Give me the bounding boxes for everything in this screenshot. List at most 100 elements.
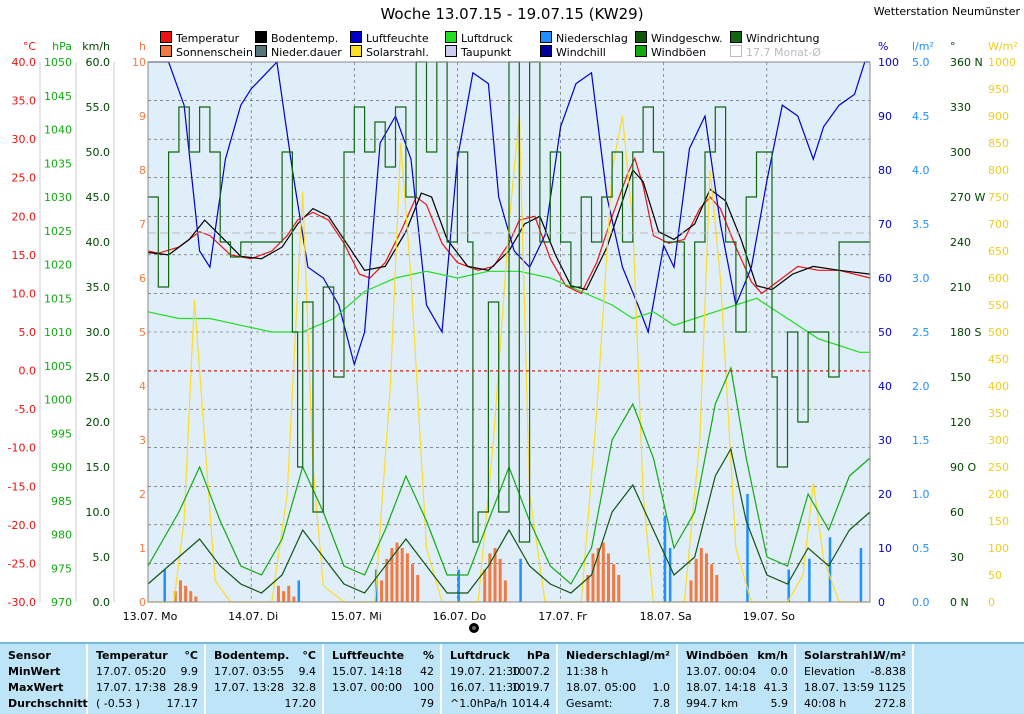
stats-value: 32.8 <box>291 681 317 694</box>
axes: 40.035.030.025.020.015.010.05.00.0-5.0-1… <box>8 40 1018 609</box>
axis-tick-solar: 1000 <box>988 56 1016 69</box>
legend-item[interactable]: Niederschlag <box>540 31 628 45</box>
legend: Temperatur Bodentemp. Luftfeuchte Luftdr… <box>160 31 840 59</box>
sunshine-bar <box>189 591 193 602</box>
axis-tick-sun: 7 <box>139 218 146 231</box>
axis-tick-pressure: 1050 <box>44 56 72 69</box>
legend-swatch <box>350 31 362 43</box>
legend-item[interactable]: Windchill <box>540 45 606 59</box>
legend-label: Luftdruck <box>461 32 513 45</box>
axis-tick-pressure: 1040 <box>44 124 72 137</box>
sunshine-bar <box>178 580 182 602</box>
axis-tick-solar: 950 <box>988 83 1009 96</box>
rain-bar <box>519 558 522 602</box>
axis-tick-pressure: 1030 <box>44 191 72 204</box>
axis-tick-pressure: 1015 <box>44 292 72 305</box>
rain-bar <box>859 548 863 602</box>
axis-unit-sun: h <box>139 40 146 53</box>
legend-item[interactable]: Taupunkt <box>445 45 511 59</box>
axis-tick-humidity: 20 <box>878 488 892 501</box>
axis-unit-rain: l/m² <box>912 40 934 53</box>
axis-tick-wind: 50.0 <box>86 146 111 159</box>
weather-chart: 40.035.030.025.020.015.010.05.00.0-5.0-1… <box>8 40 1018 633</box>
legend-item[interactable]: Luftdruck <box>445 31 513 45</box>
axis-tick-temp: -30.0 <box>8 596 36 609</box>
axis-tick-temp: 35.0 <box>12 95 37 108</box>
stats-time: 18.07. 13:59 <box>804 681 875 694</box>
legend-item[interactable]: Luftfeuchte <box>350 31 429 45</box>
stats-time: ^1.0hPa/h <box>450 697 508 710</box>
sunshine-bar <box>411 564 415 602</box>
axis-tick-solar: 100 <box>988 542 1009 555</box>
axis-tick-temp: 25.0 <box>12 172 37 185</box>
legend-item[interactable]: Solarstrahl. <box>350 45 429 59</box>
stats-value: 1125 <box>878 681 906 694</box>
sunshine-bar <box>704 553 708 602</box>
axis-tick-solar: 250 <box>988 461 1009 474</box>
axis-tick-sun: 4 <box>139 380 146 393</box>
stats-value: 100 <box>413 681 434 694</box>
axis-tick-direction: 300 <box>950 146 971 159</box>
sunshine-bar <box>606 553 610 602</box>
stats-header: Sensor <box>8 649 51 662</box>
rain-bar <box>163 569 166 602</box>
x-axis-labels: 13.07. Mo 14.07. Di 15.07. Mi 16.07. Do 17.0… <box>123 610 796 623</box>
legend-item[interactable]: Nieder.dauer <box>255 45 342 59</box>
axis-tick-wind: 60.0 <box>86 56 111 69</box>
axis-tick-pressure: 985 <box>51 495 72 508</box>
legend-label: Temperatur <box>176 32 240 45</box>
legend-swatch <box>540 45 552 57</box>
axis-tick-pressure: 1045 <box>44 90 72 103</box>
axis-tick-temp: -5.0 <box>15 403 36 416</box>
axis-tick-solar: 850 <box>988 137 1009 150</box>
legend-item[interactable]: Sonnenschein <box>160 45 253 59</box>
axis-tick-direction: 150 <box>950 371 971 384</box>
axis-unit-direction: ° <box>950 40 956 53</box>
x-axis-label: 17.07. Fr <box>538 610 587 623</box>
legend-item[interactable]: Windböen <box>635 45 706 59</box>
sunshine-bar <box>405 553 409 602</box>
stats-value: 5.9 <box>770 697 789 710</box>
stats-value: 1014.4 <box>511 697 551 710</box>
axis-tick-solar: 600 <box>988 272 1009 285</box>
legend-item[interactable]: Temperatur <box>160 31 239 45</box>
series-line-solarstrahl- <box>148 115 870 603</box>
x-axis-label: 15.07. Mi <box>331 610 382 623</box>
legend-item-monthly-average[interactable]: 17.7 Monat-Ø <box>730 45 821 59</box>
today-marker-inner <box>472 626 476 630</box>
axis-tick-sun: 1 <box>139 542 146 555</box>
rain-bar <box>808 558 811 602</box>
axis-tick-wind: 5.0 <box>93 551 111 564</box>
axis-tick-sun: 3 <box>139 434 146 447</box>
axis-tick-temp: 0.0 <box>19 365 37 378</box>
stats-col-pressure: Luftdruck hPa 19.07. 21:30 1007.2 16.07. 1… <box>442 644 558 714</box>
legend-swatch <box>635 45 647 57</box>
axis-unit-temp: °C <box>23 40 37 53</box>
plot-area-border <box>147 61 871 603</box>
data-series <box>147 60 871 603</box>
axis-tick-temp: 40.0 <box>12 56 37 69</box>
axis-tick-humidity: 70 <box>878 218 892 231</box>
sunshine-bar <box>282 591 286 602</box>
axis-tick-temp: -10.0 <box>8 442 36 455</box>
sunshine-bar <box>173 591 177 602</box>
axis-tick-temp: -15.0 <box>8 480 36 493</box>
stats-value: 0.0 <box>770 665 789 678</box>
legend-item[interactable]: Windgeschw. <box>635 31 723 45</box>
stats-value: 1007.2 <box>511 665 551 678</box>
axis-tick-humidity: 50 <box>878 326 892 339</box>
stats-value: 28.9 <box>173 681 199 694</box>
axis-tick-sun: 8 <box>139 164 146 177</box>
axis-tick-direction: 60 <box>950 506 964 519</box>
sunshine-bar <box>493 548 497 602</box>
stats-value: 272.8 <box>874 697 907 710</box>
legend-swatch <box>445 45 457 57</box>
legend-item[interactable]: Windrichtung <box>730 31 819 45</box>
legend-label: Windböen <box>651 46 707 59</box>
rain-bar <box>457 569 460 602</box>
stats-header: Luftfeuchte <box>332 649 405 662</box>
axis-tick-solar: 650 <box>988 245 1009 258</box>
axis-tick-rain: 1.0 <box>912 488 930 501</box>
axis-tick-pressure: 995 <box>51 427 72 440</box>
legend-item[interactable]: Bodentemp. <box>255 31 338 45</box>
